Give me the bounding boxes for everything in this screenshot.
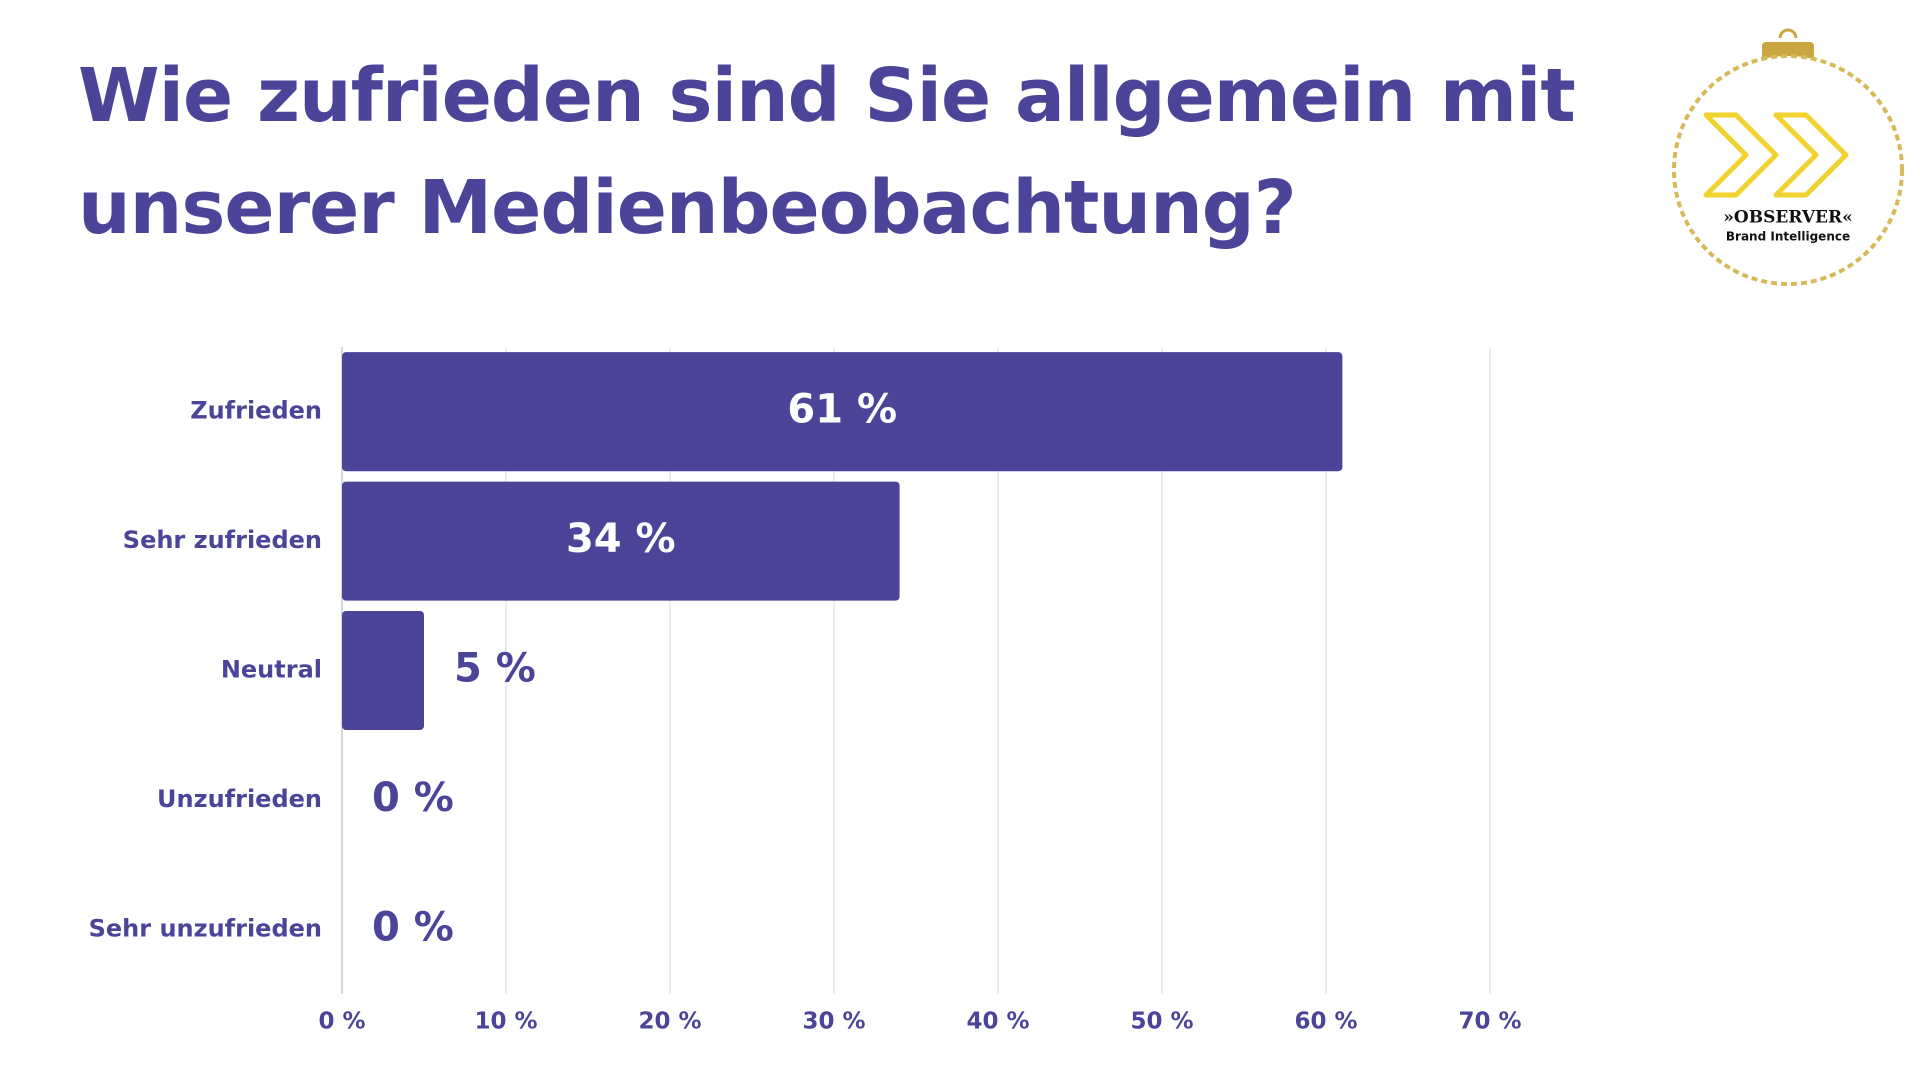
- bar: [342, 352, 1343, 472]
- x-tick-label: 60 %: [1294, 1009, 1357, 1035]
- logo: »OBSERVER« Brand Intelligence: [1672, 28, 1904, 286]
- logo-ring: [1672, 54, 1904, 286]
- value-label: 5 %: [454, 646, 536, 692]
- x-tick-label: 40 %: [966, 1009, 1029, 1035]
- logo-name: »OBSERVER«: [1723, 208, 1852, 228]
- bar: [342, 610, 424, 731]
- value-label: 61 %: [787, 387, 897, 433]
- y-tick-label: Sehr unzufrieden: [89, 914, 322, 942]
- y-tick-label: Unzufrieden: [157, 785, 322, 813]
- bar: [342, 481, 900, 601]
- x-tick-label: 70 %: [1458, 1009, 1521, 1035]
- x-tick-label: 50 %: [1130, 1009, 1193, 1035]
- value-label: 0 %: [372, 775, 454, 821]
- x-tick-label: 30 %: [802, 1009, 865, 1035]
- x-tick-label: 10 %: [474, 1009, 537, 1035]
- y-tick-label: Neutral: [221, 656, 322, 684]
- x-tick-label: 0 %: [318, 1009, 365, 1035]
- value-label: 0 %: [372, 904, 454, 950]
- y-tick-label: Zufrieden: [190, 397, 322, 425]
- logo-hanger: [1778, 28, 1798, 39]
- y-tick-label: Sehr zufrieden: [123, 526, 322, 554]
- value-label: 34 %: [566, 516, 676, 562]
- x-tick-label: 20 %: [638, 1009, 701, 1035]
- logo-tagline: Brand Intelligence: [1726, 230, 1850, 244]
- chart-title: Wie zufrieden sind Sie allgemein mit uns…: [78, 53, 1576, 251]
- logo-chevron: [1773, 112, 1849, 198]
- logo-chevron: [1703, 112, 1779, 198]
